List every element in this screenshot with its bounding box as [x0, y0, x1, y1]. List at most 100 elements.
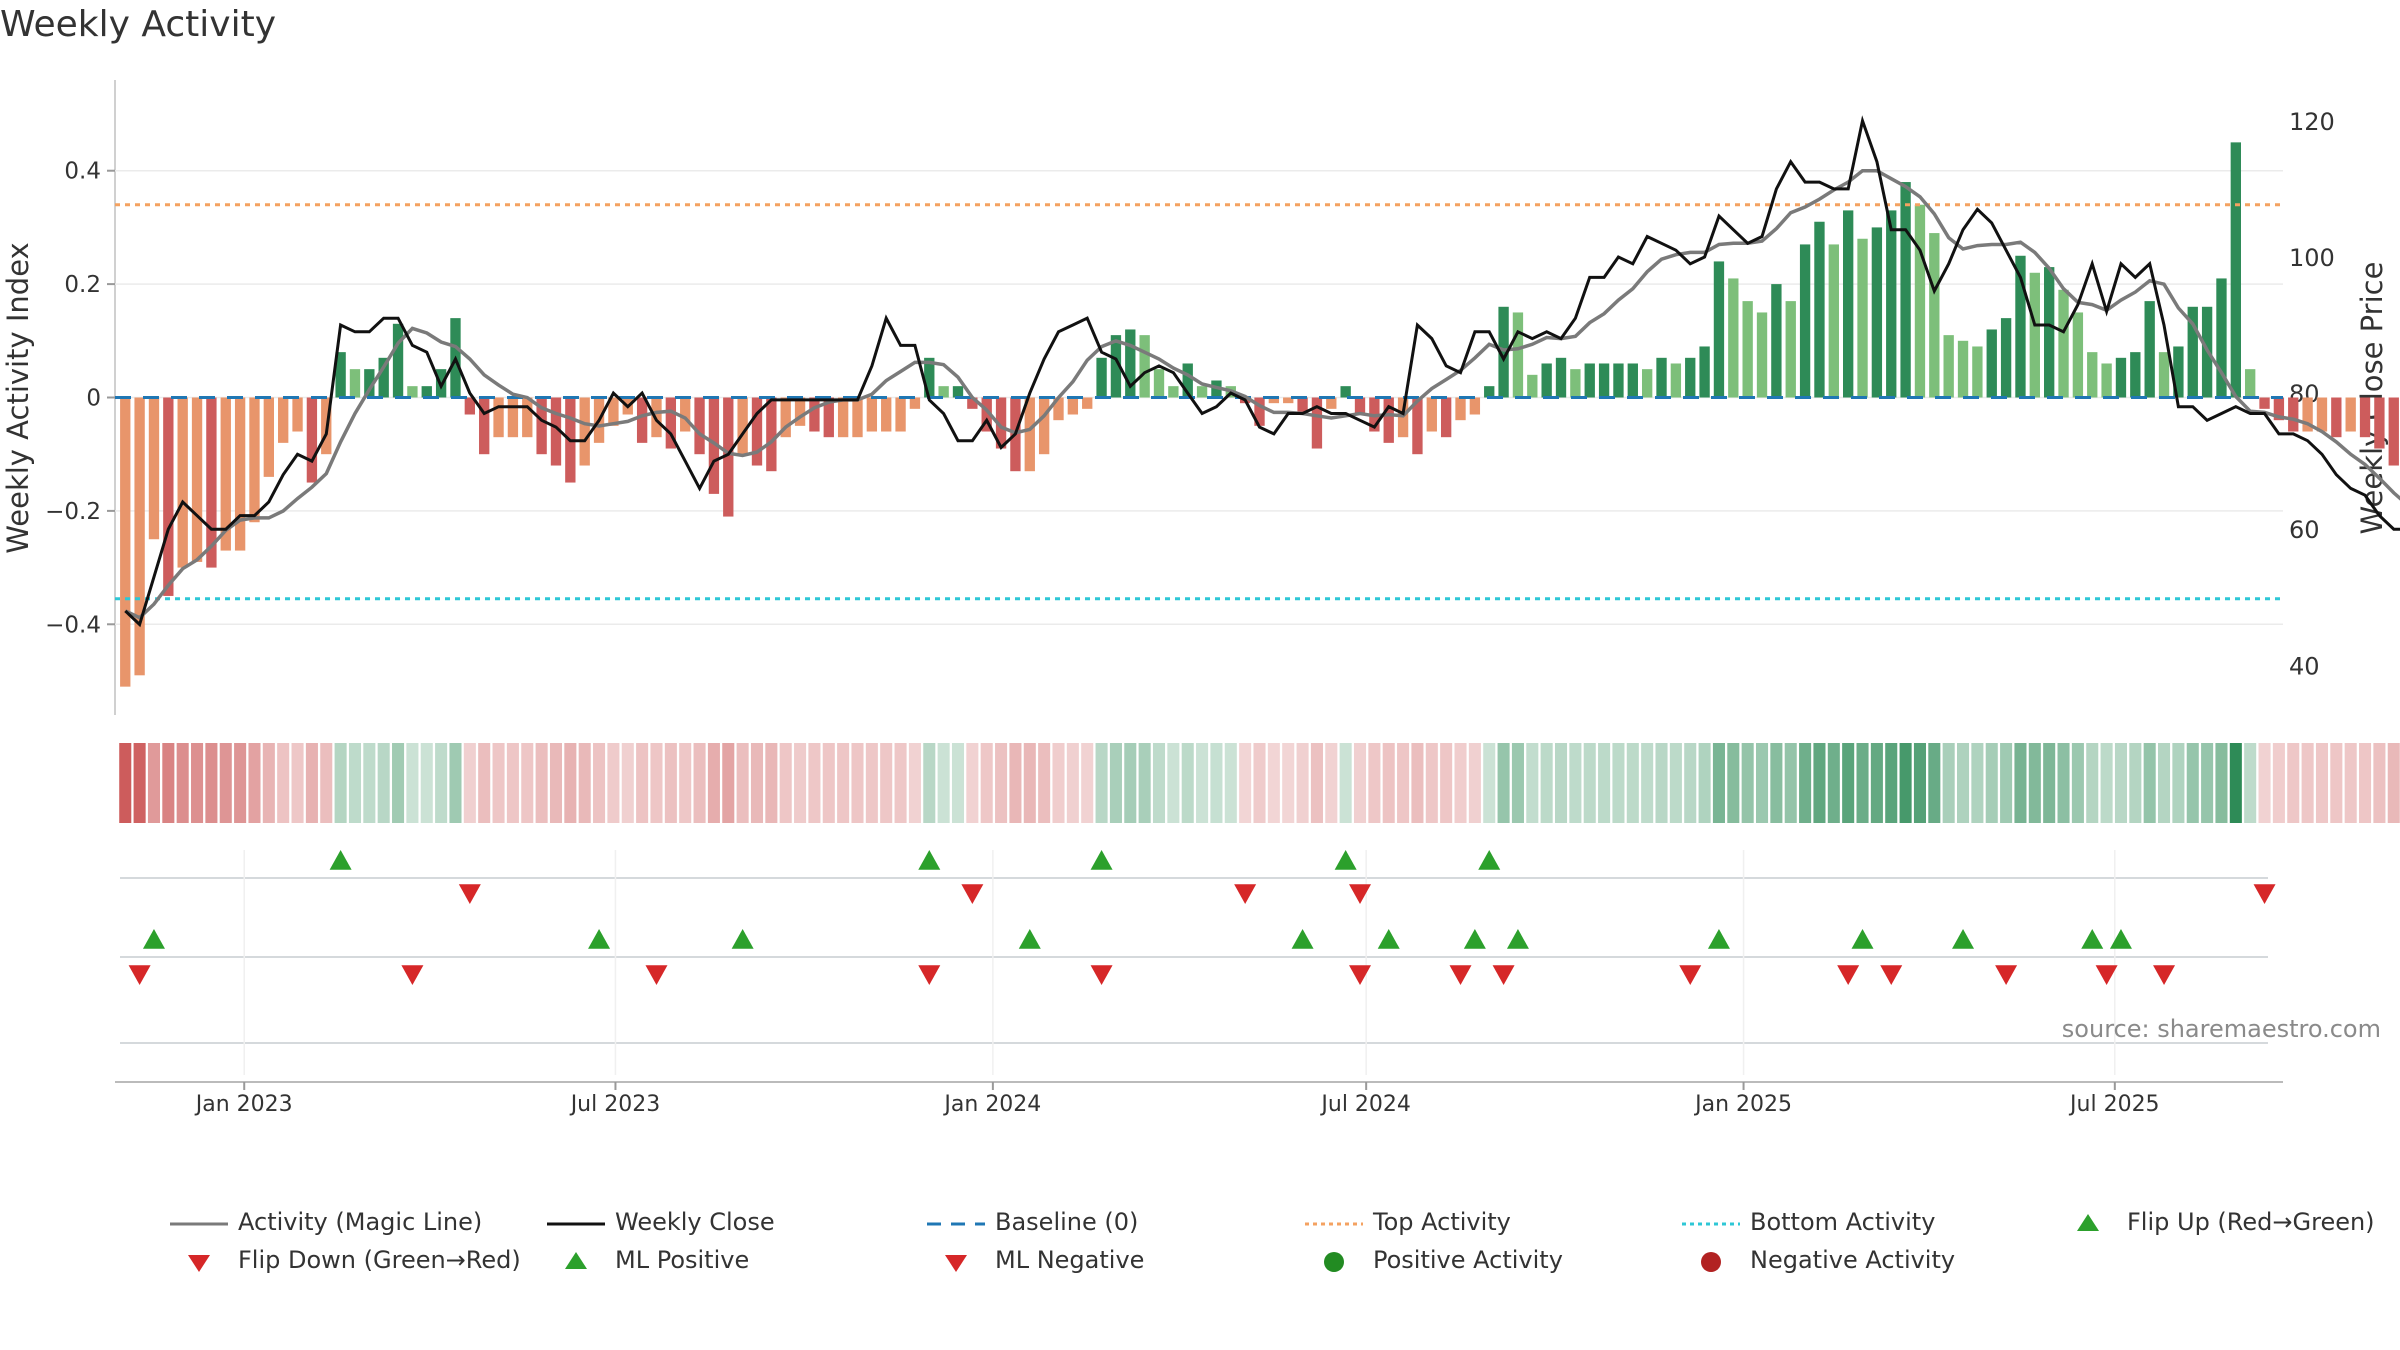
activity-heat-cell: [119, 743, 132, 823]
activity-bar: [1756, 312, 1768, 398]
legend-top-activity: Top Activity: [1305, 1208, 1511, 1236]
activity-heat-cell: [1368, 743, 1381, 823]
ml-positive-marker: [1952, 929, 1975, 949]
ml-negative-marker: [401, 965, 424, 985]
activity-heat-cell: [277, 743, 290, 823]
activity-bar: [1153, 369, 1165, 398]
activity-heat-cell: [1870, 743, 1883, 823]
y-tick-label-left: 0.4: [64, 159, 101, 185]
y-tick-label-left: 0: [86, 386, 101, 412]
activity-bar: [1857, 238, 1868, 398]
activity-bar: [2101, 363, 2112, 398]
activity-bar: [1182, 363, 1193, 398]
flip-up-marker: [329, 850, 352, 870]
legend-baseline-label: Baseline (0): [995, 1208, 1139, 1236]
activity-bar: [2345, 397, 2356, 432]
activity-bar: [1685, 357, 1696, 398]
activity-heat-cell: [837, 743, 850, 823]
activity-bar: [1900, 182, 1911, 398]
activity-bar: [2029, 272, 2040, 398]
activity-bar: [177, 397, 188, 568]
activity-bar: [1771, 284, 1782, 398]
activity-heat-cell: [420, 743, 433, 823]
activity-bar: [1828, 244, 1839, 398]
activity-bar: [335, 352, 346, 398]
legend-baseline: Baseline (0): [927, 1208, 1139, 1236]
x-tick-label: Jul 2023: [569, 1092, 661, 1117]
activity-heat-cell: [1741, 743, 1754, 823]
legend-ml-positive: ML Positive: [565, 1246, 749, 1274]
activity-heat-cell: [1009, 743, 1022, 823]
legend-negative-activity: Negative Activity: [1701, 1246, 1955, 1274]
activity-heat-cell: [1267, 743, 1280, 823]
activity-heat-cell: [1353, 743, 1367, 823]
activity-heat-cell: [2201, 743, 2214, 823]
activity-heat-cell: [1052, 743, 1065, 823]
activity-heat-cell: [1971, 743, 1984, 823]
legend-weekly-close: Weekly Close: [547, 1208, 775, 1236]
activity-heat-cell: [1497, 743, 1510, 823]
activity-heat-cell: [779, 743, 792, 823]
activity-bar: [292, 397, 303, 432]
ml-positive-marker: [1506, 929, 1529, 949]
activity-heat-cell: [492, 743, 505, 823]
activity-heat-cell: [750, 743, 764, 823]
activity-bar: [2000, 318, 2012, 398]
activity-bar: [952, 386, 964, 398]
activity-heat-cell: [2114, 743, 2127, 823]
activity-bar: [2302, 397, 2313, 432]
activity-bar: [306, 397, 318, 483]
activity-heat-cell: [1109, 743, 1122, 823]
legend-bottom-activity: Bottom Activity: [1682, 1208, 1935, 1236]
activity-bar: [866, 397, 878, 432]
activity-bar: [206, 397, 217, 568]
activity-heat-cell: [2315, 743, 2329, 823]
activity-heat-cell: [2359, 743, 2372, 823]
legend-positive-activity-label: Positive Activity: [1373, 1246, 1563, 1274]
activity-bar: [1512, 312, 1524, 398]
activity-bar: [1785, 301, 1796, 398]
activity-heat-cell: [1985, 743, 1998, 823]
activity-heat-cell: [2158, 743, 2171, 823]
activity-heat-cell: [1885, 743, 1898, 823]
legend-ml-negative: ML Negative: [945, 1246, 1144, 1274]
activity-bar: [1455, 397, 1466, 421]
activity-heat-cell: [2258, 743, 2271, 823]
x-tick-label: Jul 2025: [2068, 1092, 2160, 1117]
activity-heat-cell: [1583, 743, 1596, 823]
activity-bar: [479, 397, 490, 455]
activity-bar: [1038, 397, 1050, 455]
activity-bar: [1196, 386, 1208, 398]
flip-down-marker: [1234, 884, 1257, 904]
activity-bar: [909, 397, 921, 409]
activity-heat-cell: [1483, 743, 1496, 823]
activity-bar: [2288, 397, 2299, 432]
activity-bar: [2158, 352, 2170, 398]
activity-bar: [723, 397, 734, 517]
activity-bar: [1972, 346, 1983, 398]
activity-heat-cell: [1655, 743, 1668, 823]
activity-heat-cell: [1913, 743, 1926, 823]
activity-bar: [1082, 397, 1093, 409]
legend-flip-up: Flip Up (Red→Green): [2077, 1208, 2375, 1236]
activity-heat-cell: [348, 743, 362, 823]
activity-bar: [2359, 397, 2371, 438]
activity-heat-cell: [1626, 743, 1639, 823]
activity-bar: [1139, 335, 1150, 398]
activity-heat-cell: [851, 743, 864, 823]
activity-heat-cell: [2244, 743, 2257, 823]
activity-bar: [1326, 397, 1337, 409]
activity-heat-cell: [334, 743, 347, 823]
activity-heat-cell: [1598, 743, 1611, 823]
activity-heat-cell: [1339, 743, 1352, 823]
activity-heat-cell: [1081, 743, 1094, 823]
activity-bar: [407, 386, 418, 398]
activity-bar: [881, 397, 892, 432]
y-tick-label-right: 40: [2289, 652, 2320, 680]
activity-heat-cell: [578, 743, 591, 823]
activity-bar: [120, 397, 131, 687]
activity-bar: [1742, 301, 1753, 398]
activity-bar: [134, 397, 145, 676]
ml-negative-marker: [1679, 965, 1702, 985]
